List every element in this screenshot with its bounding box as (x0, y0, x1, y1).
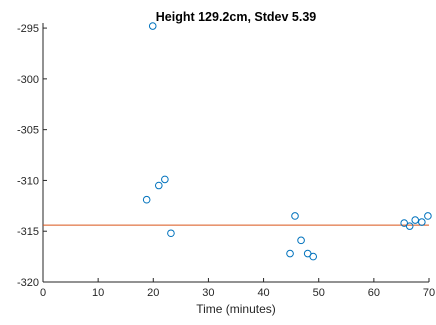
x-tick-label: 0 (40, 287, 46, 299)
data-point (148, 22, 157, 30)
data-point (411, 216, 420, 224)
data-point (309, 252, 318, 261)
x-tick-label: 60 (368, 287, 380, 299)
y-tick-label: -315 (17, 226, 39, 238)
data-point (405, 222, 414, 230)
x-tick-label: 10 (92, 287, 104, 299)
x-axis-label: Time (minutes) (196, 302, 276, 316)
data-point (297, 236, 305, 245)
y-tick-label: -300 (17, 74, 39, 86)
data-point (167, 229, 175, 238)
y-tick-label: -320 (17, 277, 39, 289)
x-tick-label: 40 (257, 287, 269, 299)
data-point (161, 175, 169, 184)
x-tick-label: 30 (202, 287, 214, 299)
y-tick-label: -305 (17, 125, 39, 137)
data-point (155, 181, 163, 190)
x-tick-label: 50 (313, 287, 325, 299)
x-tick-label: 20 (147, 287, 159, 299)
data-points (142, 22, 432, 261)
x-tick-label: 70 (423, 287, 435, 299)
y-tick-label: -310 (17, 175, 39, 187)
data-point (286, 249, 294, 258)
data-point (291, 212, 299, 220)
data-point (424, 212, 432, 220)
data-point (418, 218, 426, 226)
axes: 0 10 20 30 40 50 60 70 -320 -315 -310 -305 -300 -295 (17, 23, 435, 299)
y-tick-label: -295 (17, 23, 39, 35)
data-point (142, 195, 151, 204)
chart-title: Height 129.2cm, Stdev 5.39 (156, 10, 317, 24)
